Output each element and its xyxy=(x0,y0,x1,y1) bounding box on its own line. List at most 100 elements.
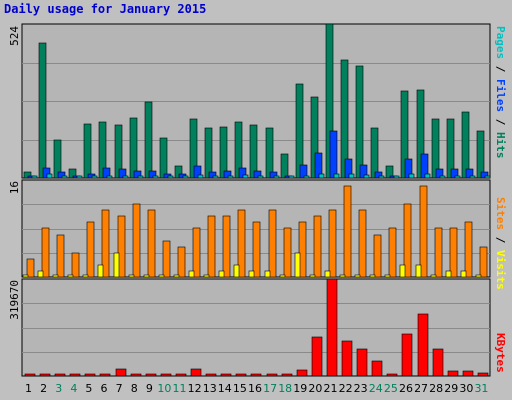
legend-sep-3: / xyxy=(494,230,507,250)
bar-files-24 xyxy=(374,171,383,179)
bar-pages-22 xyxy=(348,173,355,179)
bar-hits-26 xyxy=(400,90,409,179)
chart-title: Daily usage for January 2015 xyxy=(4,2,207,16)
bar-hits-29 xyxy=(446,118,455,179)
bar-visits-16 xyxy=(252,221,261,278)
bar-sites-3 xyxy=(52,274,59,278)
bar-visits-1 xyxy=(26,258,35,278)
day-label-16: 16 xyxy=(248,382,262,395)
bar-visits-20 xyxy=(313,215,322,278)
legend-hits: Hits xyxy=(494,132,507,159)
bar-files-16 xyxy=(253,170,262,179)
bar-sites-6 xyxy=(97,264,104,278)
day-label-20: 20 xyxy=(308,382,322,395)
bar-kbytes-11 xyxy=(175,373,187,377)
day-label-13: 13 xyxy=(203,382,217,395)
legend-visits: Visits xyxy=(494,250,507,290)
bar-sites-31 xyxy=(475,274,482,278)
bar-visits-7 xyxy=(117,215,126,278)
bar-sites-28 xyxy=(430,274,437,278)
bar-visits-30 xyxy=(464,221,473,278)
bar-pages-28 xyxy=(439,175,446,179)
bar-sites-23 xyxy=(354,274,361,278)
bar-hits-15 xyxy=(234,121,243,179)
day-label-27: 27 xyxy=(414,382,428,395)
bar-sites-1 xyxy=(22,274,29,278)
bar-hits-28 xyxy=(431,118,440,179)
bar-files-30 xyxy=(465,168,474,179)
bar-pages-17 xyxy=(273,175,280,179)
legend-sites: Sites xyxy=(494,197,507,231)
bar-kbytes-22 xyxy=(341,340,353,377)
day-label-4: 4 xyxy=(70,382,77,395)
bar-pages-18 xyxy=(288,175,295,179)
day-label-1: 1 xyxy=(25,382,32,395)
day-label-7: 7 xyxy=(116,382,123,395)
day-label-3: 3 xyxy=(55,382,62,395)
bar-visits-29 xyxy=(449,227,458,278)
bar-hits-30 xyxy=(461,111,470,179)
bar-pages-31 xyxy=(484,175,491,179)
day-label-21: 21 xyxy=(323,382,337,395)
bar-files-27 xyxy=(420,153,429,179)
bar-sites-30 xyxy=(460,270,467,278)
bar-visits-19 xyxy=(298,221,307,278)
bar-kbytes-3 xyxy=(54,373,66,377)
bar-kbytes-4 xyxy=(69,373,81,377)
bar-pages-7 xyxy=(122,175,129,179)
bar-visits-25 xyxy=(388,227,397,278)
bar-kbytes-30 xyxy=(462,370,474,377)
bar-pages-15 xyxy=(242,174,249,179)
legend-pages: Pages xyxy=(494,26,507,60)
bar-pages-30 xyxy=(469,175,476,179)
bar-sites-7 xyxy=(113,252,120,278)
bar-files-14 xyxy=(223,170,232,179)
bar-pages-1 xyxy=(31,175,38,179)
day-label-24: 24 xyxy=(369,382,383,395)
bar-files-23 xyxy=(359,164,368,179)
day-label-23: 23 xyxy=(354,382,368,395)
bar-visits-24 xyxy=(373,234,382,278)
bar-visits-3 xyxy=(56,234,65,278)
legend-kbytes: KBytes xyxy=(494,333,507,373)
bar-visits-17 xyxy=(268,209,277,278)
day-label-14: 14 xyxy=(218,382,232,395)
day-label-2: 2 xyxy=(40,382,47,395)
bar-sites-18 xyxy=(279,274,286,278)
bar-visits-8 xyxy=(132,203,141,278)
bar-kbytes-15 xyxy=(235,373,247,377)
bar-pages-29 xyxy=(454,175,461,179)
bar-hits-19 xyxy=(295,83,304,179)
bar-sites-26 xyxy=(399,264,406,278)
hits-legend: Pages / Files / Hits xyxy=(494,26,507,159)
bar-sites-10 xyxy=(158,274,165,278)
bar-pages-5 xyxy=(91,175,98,179)
bar-kbytes-24 xyxy=(371,360,383,377)
bar-kbytes-10 xyxy=(160,373,172,377)
bar-sites-27 xyxy=(415,264,422,278)
bar-kbytes-2 xyxy=(39,373,51,377)
legend-sep-1: / xyxy=(494,59,507,79)
day-label-10: 10 xyxy=(157,382,171,395)
bar-hits-20 xyxy=(310,96,319,179)
bar-files-19 xyxy=(299,164,308,179)
visits-legend: Sites / Visits xyxy=(494,197,507,290)
bar-pages-26 xyxy=(408,173,415,179)
bar-files-31 xyxy=(480,171,489,179)
bar-visits-4 xyxy=(71,252,80,278)
bar-sites-15 xyxy=(233,264,240,278)
bar-files-21 xyxy=(329,130,338,179)
day-label-31: 31 xyxy=(474,382,488,395)
bar-visits-14 xyxy=(222,215,231,278)
bar-pages-3 xyxy=(61,175,68,179)
bar-pages-9 xyxy=(152,175,159,179)
bar-visits-6 xyxy=(101,209,110,278)
bar-visits-5 xyxy=(86,221,95,278)
bar-sites-16 xyxy=(248,270,255,278)
bar-pages-16 xyxy=(257,175,264,179)
bar-hits-21 xyxy=(325,23,334,179)
bar-sites-8 xyxy=(128,274,135,278)
bar-visits-23 xyxy=(358,209,367,278)
bar-pages-6 xyxy=(106,175,113,179)
bar-kbytes-23 xyxy=(356,348,368,377)
